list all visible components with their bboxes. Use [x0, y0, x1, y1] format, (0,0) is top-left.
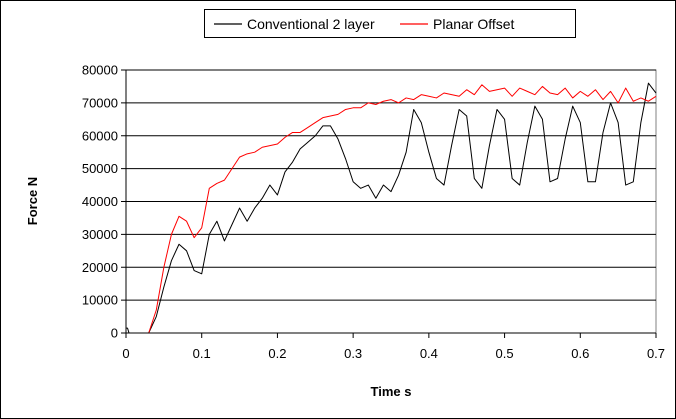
- y-tick-label-4: 40000: [82, 194, 118, 209]
- legend-box: [204, 9, 576, 38]
- legend: Conventional 2 layer Planar Offset: [204, 9, 576, 38]
- y-tick-labels: 0 10000 20000 30000 40000 50000 60000 70000 8000…: [82, 63, 118, 341]
- x-axis-title: Time s: [371, 384, 412, 399]
- y-tick-label-7: 70000: [82, 95, 118, 110]
- series-layer: [126, 82, 657, 334]
- y-tick-label-6: 60000: [82, 128, 118, 143]
- y-tick-label-2: 20000: [82, 260, 118, 275]
- x-tick-label-1: 0.1: [193, 346, 211, 361]
- y-tick-label-5: 50000: [82, 161, 118, 176]
- series-line-1: [148, 84, 657, 334]
- y-tick-label-3: 30000: [82, 227, 118, 242]
- y-tick-label-0: 0: [111, 326, 118, 341]
- x-tick-labels: 0 0.1 0.2 0.3 0.4 0.5 0.6 0.7: [122, 346, 665, 361]
- series-line-0: [126, 82, 657, 334]
- legend-label-conventional: Conventional 2 layer: [247, 16, 375, 32]
- x-tick-label-7: 0.7: [647, 346, 665, 361]
- x-tick-label-5: 0.5: [496, 346, 514, 361]
- axes: [121, 69, 657, 338]
- gridlines: [126, 69, 656, 301]
- x-tick-label-0: 0: [122, 346, 129, 361]
- x-tick-label-3: 0.3: [344, 346, 362, 361]
- y-tick-label-1: 10000: [82, 293, 118, 308]
- x-tick-label-4: 0.4: [420, 346, 438, 361]
- x-tick-label-2: 0.2: [268, 346, 286, 361]
- y-axis-title: Force N: [25, 177, 40, 225]
- y-tick-label-8: 80000: [82, 63, 118, 78]
- x-tick-label-6: 0.6: [571, 346, 589, 361]
- legend-label-planar-offset: Planar Offset: [433, 16, 515, 32]
